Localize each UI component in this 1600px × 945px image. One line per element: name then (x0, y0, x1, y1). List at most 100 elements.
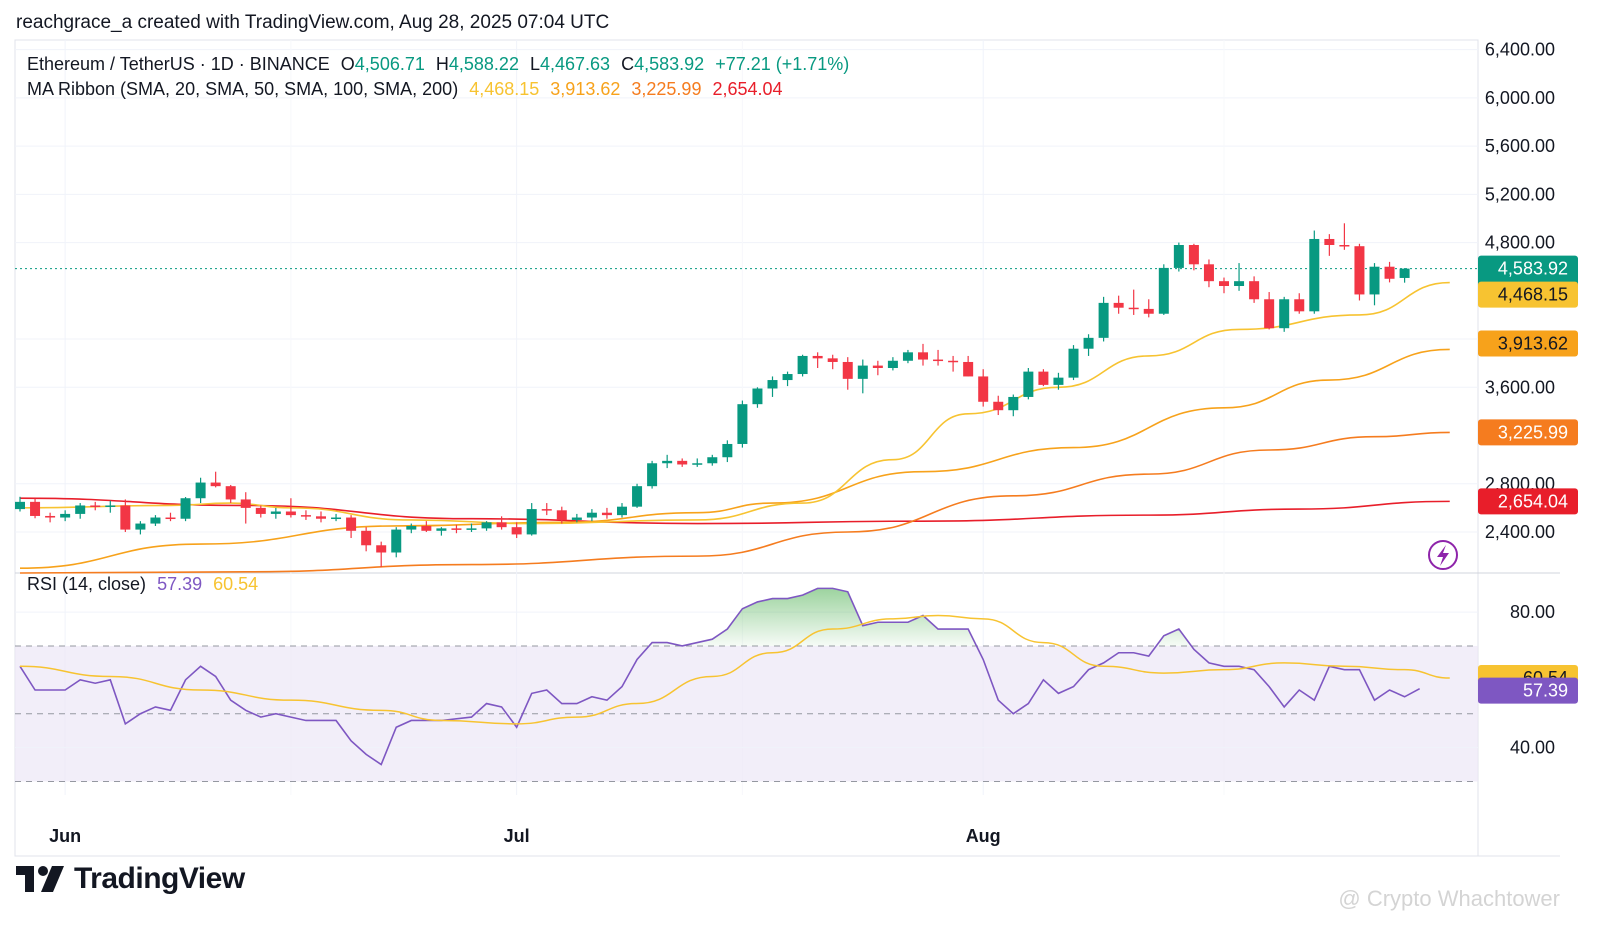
candle[interactable] (45, 512, 56, 523)
candle[interactable] (1038, 369, 1049, 387)
candle[interactable] (1128, 289, 1139, 315)
candle[interactable] (105, 500, 116, 513)
candle[interactable] (1158, 264, 1169, 315)
candle[interactable] (526, 503, 537, 536)
candle[interactable] (1053, 372, 1064, 390)
candle[interactable] (75, 503, 86, 519)
tradingview-logo[interactable]: TradingView (16, 862, 245, 896)
candle[interactable] (1234, 263, 1245, 291)
symbol-name[interactable]: Ethereum / TetherUS · 1D · BINANCE (27, 54, 330, 74)
candle[interactable] (240, 492, 251, 524)
ma-ribbon-name[interactable]: MA Ribbon (SMA, 20, SMA, 50, SMA, 100, S… (27, 79, 459, 99)
candle[interactable] (316, 511, 326, 523)
candle[interactable] (1188, 243, 1199, 271)
candle[interactable] (677, 458, 688, 467)
candle[interactable] (436, 527, 447, 536)
candle[interactable] (481, 521, 492, 531)
candle[interactable] (948, 355, 959, 372)
candle[interactable] (887, 357, 898, 371)
candle[interactable] (1369, 263, 1380, 306)
candle[interactable] (1023, 368, 1034, 400)
candle[interactable] (180, 497, 191, 522)
candle[interactable] (1098, 296, 1109, 342)
candle[interactable] (331, 513, 342, 522)
candle[interactable] (933, 349, 944, 366)
candle[interactable] (511, 522, 522, 539)
candle[interactable] (737, 400, 748, 448)
candle[interactable] (647, 460, 658, 489)
candle[interactable] (346, 515, 357, 539)
candle[interactable] (120, 499, 131, 532)
rsi-name[interactable]: RSI (14, close) (27, 574, 147, 594)
candle[interactable] (586, 509, 597, 522)
candle[interactable] (1294, 293, 1305, 314)
candle[interactable] (496, 516, 507, 530)
candle[interactable] (150, 515, 161, 526)
candle[interactable] (1354, 243, 1365, 301)
candle[interactable] (812, 352, 823, 368)
candle[interactable] (466, 523, 477, 532)
candle[interactable] (90, 501, 101, 511)
candle[interactable] (1384, 261, 1395, 283)
candle[interactable] (376, 541, 387, 567)
candle[interactable] (963, 355, 974, 377)
candle[interactable] (872, 360, 883, 376)
candle[interactable] (285, 498, 296, 518)
candle[interactable] (391, 527, 402, 558)
candle[interactable] (1324, 234, 1335, 256)
candle[interactable] (556, 506, 567, 524)
candle[interactable] (1219, 277, 1229, 294)
candle[interactable] (842, 357, 853, 390)
candle[interactable] (692, 458, 703, 467)
candle[interactable] (752, 387, 763, 408)
candle[interactable] (361, 527, 372, 552)
candle[interactable] (1173, 242, 1184, 272)
candle[interactable] (210, 471, 221, 488)
candle[interactable] (165, 512, 176, 522)
candle[interactable] (451, 524, 462, 534)
candle[interactable] (406, 523, 417, 534)
candle[interactable] (782, 371, 793, 387)
candle[interactable] (1203, 259, 1214, 288)
candle[interactable] (978, 369, 989, 407)
candle[interactable] (918, 343, 928, 366)
candle[interactable] (1113, 295, 1124, 314)
candle[interactable] (225, 484, 236, 504)
candle[interactable] (1309, 230, 1320, 314)
candle[interactable] (1264, 292, 1275, 330)
candle[interactable] (797, 354, 808, 377)
candle[interactable] (827, 354, 838, 370)
candle[interactable] (993, 395, 1004, 416)
candle[interactable] (1339, 223, 1350, 250)
candle[interactable] (662, 454, 673, 469)
candle[interactable] (60, 510, 71, 522)
candle[interactable] (1083, 334, 1094, 356)
sma100-value: 3,225.99 (631, 79, 702, 99)
candle[interactable] (1399, 268, 1410, 283)
candle[interactable] (270, 507, 281, 519)
candle[interactable] (1279, 296, 1290, 332)
candle[interactable] (1068, 345, 1079, 381)
candle[interactable] (15, 496, 25, 512)
candle[interactable] (195, 477, 206, 504)
candle[interactable] (1008, 394, 1019, 417)
candle[interactable] (421, 521, 432, 532)
candle[interactable] (707, 454, 718, 466)
candle[interactable] (902, 349, 913, 364)
candle[interactable] (135, 521, 146, 535)
candle[interactable] (1143, 299, 1154, 318)
candle[interactable] (571, 513, 582, 523)
candle[interactable] (255, 505, 266, 518)
candle[interactable] (632, 483, 643, 508)
candle[interactable] (300, 510, 311, 520)
lightning-icon[interactable] (1428, 540, 1458, 570)
candle[interactable] (767, 376, 778, 397)
candle[interactable] (30, 498, 41, 519)
candle[interactable] (601, 507, 612, 519)
candle[interactable] (1249, 276, 1260, 303)
candle[interactable] (541, 503, 552, 516)
candle[interactable] (617, 503, 627, 518)
candle[interactable] (722, 440, 733, 463)
candle[interactable] (857, 359, 868, 394)
